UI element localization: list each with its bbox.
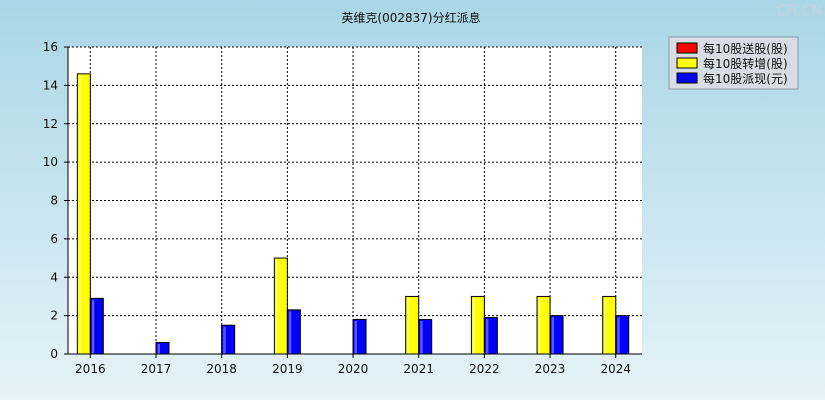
bar-fill	[221, 324, 236, 355]
bar	[286, 309, 301, 355]
legend-swatch	[676, 57, 698, 69]
y-tick-label: 2	[50, 309, 58, 323]
bar-highlight	[288, 311, 292, 354]
bar	[89, 297, 104, 355]
bar	[273, 257, 288, 355]
y-tick-label: 4	[50, 270, 58, 284]
y-tick-label: 0	[50, 347, 58, 361]
x-tick-label: 2022	[469, 362, 500, 376]
bar	[602, 295, 617, 355]
bar	[470, 295, 485, 355]
watermark-text: CFi.CN	[777, 3, 822, 19]
y-tick-label: 6	[50, 232, 58, 246]
y-tick-label: 14	[43, 78, 58, 92]
x-tick-label: 2021	[403, 362, 434, 376]
bar-fill	[549, 315, 564, 355]
bar	[76, 73, 91, 355]
bar-fill	[483, 317, 498, 355]
legend-label: 每10股送股(股)	[703, 41, 788, 56]
x-tick-label: 2023	[535, 362, 566, 376]
bar-fill	[76, 73, 91, 355]
y-tick-label: 12	[43, 117, 58, 131]
bar	[155, 341, 170, 355]
bar-highlight	[78, 75, 82, 354]
legend-swatch	[676, 42, 698, 54]
bar-highlight	[617, 317, 620, 354]
bar	[536, 295, 551, 355]
bar-highlight	[485, 319, 489, 354]
bar-highlight	[354, 320, 358, 354]
legend-label: 每10股转增(股)	[703, 56, 788, 71]
y-tick-label: 10	[43, 155, 58, 169]
legend-label: 每10股派现(元)	[703, 71, 788, 86]
bar-highlight	[551, 317, 555, 354]
bar-highlight	[275, 259, 279, 354]
bar	[352, 318, 367, 355]
plot-area: 0 2 4 6 8 10 12 14 16 2016 2017 2018 2019 2020 2021 202…	[43, 40, 642, 376]
chart-title: 英维克(002837)分红派息	[341, 10, 480, 25]
y-tick-label: 16	[43, 40, 58, 54]
bar-highlight	[157, 343, 160, 354]
bar	[483, 317, 498, 355]
bar	[549, 315, 564, 355]
bar-fill	[89, 297, 104, 355]
bar-highlight	[538, 297, 542, 354]
bar-fill	[352, 318, 367, 355]
bar-fill	[418, 318, 433, 355]
bar-fill	[286, 309, 301, 355]
bar-highlight	[604, 297, 607, 354]
x-tick-label: 2017	[141, 362, 172, 376]
legend-swatch	[676, 72, 698, 84]
bar-highlight	[472, 297, 476, 354]
bar-highlight	[91, 299, 95, 354]
x-tick-label: 2018	[206, 362, 237, 376]
bar	[615, 315, 630, 355]
bar-highlight	[407, 297, 410, 354]
bar	[405, 295, 420, 355]
y-tick-label: 8	[50, 194, 58, 208]
legend: 每10股送股(股)每10股转增(股)每10股派现(元)	[668, 36, 799, 90]
bar	[418, 318, 433, 355]
bar-fill	[615, 315, 630, 355]
bar-fill	[273, 257, 288, 355]
bar-fill	[155, 341, 170, 355]
plot-background	[68, 47, 642, 354]
x-tick-label: 2024	[600, 362, 631, 376]
x-tick-label: 2019	[272, 362, 303, 376]
x-tick-label: 2020	[338, 362, 369, 376]
bar-highlight	[223, 326, 226, 354]
bar-highlight	[420, 320, 423, 354]
bar	[221, 324, 236, 355]
x-tick-label: 2016	[75, 362, 106, 376]
